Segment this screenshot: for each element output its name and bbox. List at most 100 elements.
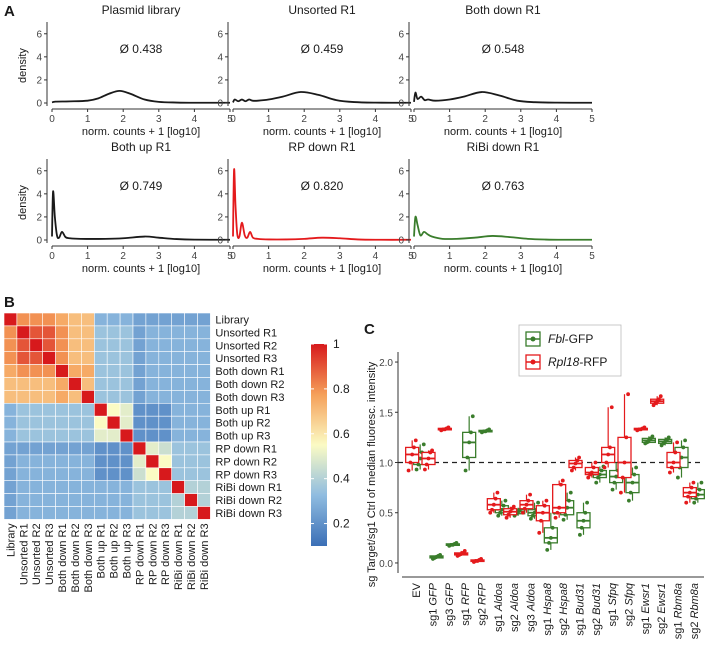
data-point [511, 504, 516, 509]
heatmap-cell [16, 441, 31, 456]
heatmap-row-label: Unsorted R3 [215, 353, 277, 365]
data-point [583, 510, 588, 515]
x-tick-label: 0 [49, 114, 55, 125]
heatmap-cell [3, 441, 18, 456]
heatmap-cell [197, 480, 211, 494]
data-point [586, 475, 591, 480]
heatmap-cell [132, 441, 147, 456]
heatmap-row-label: Both up R3 [215, 431, 270, 443]
heatmap-cell [171, 493, 185, 507]
heatmap-cell [3, 364, 18, 378]
data-point [687, 490, 692, 495]
box-body [617, 436, 632, 479]
box-rpl18-rfp [617, 392, 632, 495]
box-rpl18-rfp [601, 405, 616, 470]
heatmap-cell [119, 441, 134, 456]
data-point [547, 540, 551, 545]
x-tick-gene: Rbm8a [673, 583, 685, 618]
data-point [537, 530, 542, 535]
mean-annotation: Ø 0.438 [120, 42, 163, 56]
heatmap-cell [197, 428, 211, 443]
x-tick-gene: Bud31 [575, 583, 587, 615]
y-tick-label: 6 [36, 166, 42, 177]
data-point [528, 492, 532, 497]
heatmap-col-label: RiBi down R1 [173, 523, 185, 590]
y-tick-label: 4 [36, 52, 42, 63]
data-point [571, 465, 576, 470]
y-tick-label: 2 [398, 212, 404, 223]
data-point [604, 460, 609, 465]
heatmap-cell [81, 441, 95, 456]
heatmap-cell [81, 377, 95, 391]
heatmap-cell [29, 390, 43, 404]
data-point [657, 397, 661, 402]
x-tick-gene: Ewsr1 [640, 583, 652, 614]
heatmap-cell [132, 454, 147, 469]
heatmap-cell [106, 441, 121, 456]
heatmap-cell [145, 506, 160, 520]
data-point [423, 467, 427, 472]
y-tick-label: 0 [36, 236, 42, 247]
legend-key-dot [530, 359, 536, 365]
y-tick-label: 2.0 [379, 358, 393, 369]
x-tick-gene: Sfpq [607, 582, 619, 606]
box-fbl-gfp [658, 435, 673, 448]
heatmap-cell [55, 325, 69, 340]
x-tick-label: 2 [120, 114, 126, 125]
legend-italic: Rpl18 [548, 355, 580, 369]
data-point [669, 465, 674, 470]
heatmap-cell [81, 493, 95, 507]
heatmap-cell [171, 351, 185, 365]
heatmap-col-label: RP down R1 [134, 523, 146, 585]
data-point [627, 498, 631, 503]
data-point [578, 532, 582, 537]
heatmap-cell [68, 390, 82, 404]
heatmap-cell [106, 351, 121, 365]
heatmap-cell [119, 493, 134, 507]
data-point [628, 490, 633, 495]
heatmap-cell [29, 377, 43, 391]
heatmap-cell [106, 338, 121, 352]
data-point [577, 455, 581, 460]
heatmap-cell [16, 428, 31, 443]
heatmap-cell [55, 454, 69, 469]
data-point [642, 425, 647, 430]
box-rpl18-rfp [568, 455, 583, 473]
heatmap-row-label: Both down R3 [215, 392, 284, 404]
heatmap-cell [158, 402, 173, 417]
heatmap-cell [81, 312, 95, 327]
box-fbl-gfp [478, 427, 493, 435]
heatmap-cell [106, 364, 121, 378]
heatmap-row-label: Unsorted R1 [215, 327, 277, 339]
data-point [570, 468, 574, 473]
density-panel: Plasmid library Ø 0.438 0 2 4 6 0 1 2 3 4 5 norm. co… [17, 3, 233, 138]
heatmap-cell [158, 312, 173, 327]
heatmap-cell [94, 467, 108, 481]
heatmap-row-label: RiBi down R3 [215, 508, 282, 520]
heatmap-cell [197, 377, 211, 391]
data-point [668, 470, 672, 475]
legend-label: Rpl18-RFP [548, 355, 607, 369]
heatmap-cell [16, 506, 31, 520]
data-point [521, 510, 525, 515]
heatmap-cell [68, 377, 82, 391]
data-point [506, 512, 511, 517]
heatmap-cell [42, 312, 56, 327]
heatmap-cell [197, 325, 211, 340]
heatmap-cell [55, 493, 69, 507]
x-tick-gene: Ewsr1 [656, 583, 668, 614]
data-point [522, 506, 527, 511]
heatmap-cell [171, 428, 185, 443]
heatmap-cell [29, 480, 43, 494]
y-tick-label: 0.5 [379, 509, 393, 520]
heatmap-cell [42, 428, 56, 443]
heatmap-cell [29, 454, 43, 469]
data-point [426, 456, 431, 461]
x-axis-label: norm. counts + 1 [log10] [263, 126, 381, 138]
heatmap-cell [119, 325, 134, 340]
heatmap-col-label: RiBi down R2 [186, 523, 198, 590]
data-point [424, 462, 429, 467]
x-tick-label: 2 [301, 114, 307, 125]
x-tick-label: 5 [408, 114, 414, 125]
data-point [686, 494, 690, 499]
